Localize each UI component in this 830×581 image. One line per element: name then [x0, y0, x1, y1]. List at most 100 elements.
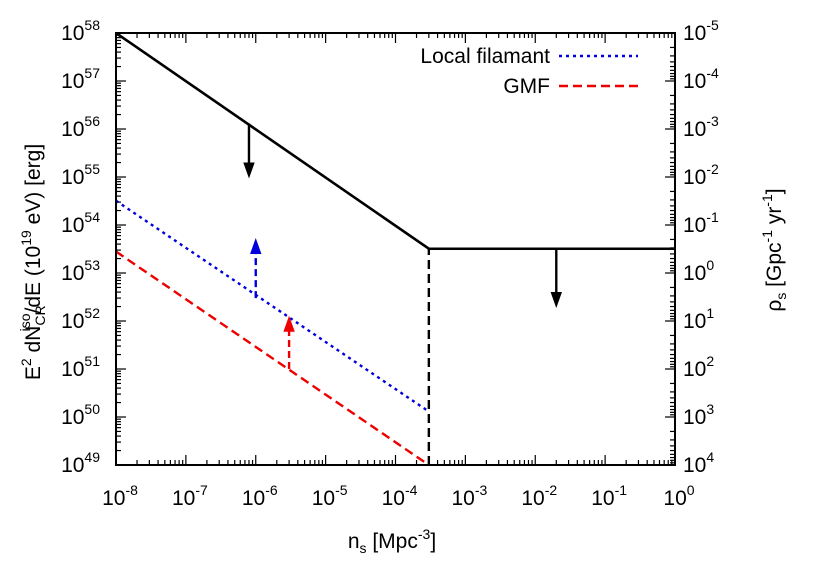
y2-axis-title: ρs [Gpc-1 yr-1]: [759, 188, 789, 311]
x-tick-label-base: 10: [102, 487, 125, 510]
y2-title-part: ρ: [763, 300, 786, 312]
y2-tick-label-exp: -3: [706, 113, 719, 129]
plot-frame: [115, 32, 676, 466]
x-tick-label: 10-5: [312, 482, 348, 510]
y2-title-part: ]: [763, 188, 786, 194]
x-tick-label-exp: -8: [125, 482, 138, 498]
y-tick-label: 1051: [61, 353, 100, 381]
y-tick-label: 1055: [61, 161, 100, 189]
x-tick-label: 10-4: [382, 482, 418, 510]
y-tick-label-base: 10: [61, 214, 84, 237]
x-tick-label-base: 10: [591, 487, 614, 510]
y-tick-label-base: 10: [61, 454, 84, 477]
y-tick-label-base: 10: [61, 22, 84, 45]
y2-tick-label-base: 10: [683, 22, 706, 45]
y-tick-label-base: 10: [61, 358, 84, 381]
series-local-filament: [115, 199, 430, 413]
y2-tick-label: 10-3: [683, 113, 719, 141]
y2-tick-label-base: 10: [683, 166, 706, 189]
y2-tick-label: 102: [683, 353, 714, 381]
y-tick-label: 1052: [61, 305, 100, 333]
x-tick-label: 10-3: [451, 482, 487, 510]
y-tick-label-exp: 50: [84, 401, 100, 417]
x-tick-label: 10-6: [242, 482, 278, 510]
y-tick-label-base: 10: [61, 406, 84, 429]
x-title-sup: -3: [418, 526, 431, 542]
x-tick-label-base: 10: [382, 487, 405, 510]
x-tick-label-exp: -7: [195, 482, 208, 498]
x-tick-label-exp: -3: [475, 482, 488, 498]
down-arrow-left-head: [243, 162, 255, 179]
y2-tick-label-base: 10: [683, 262, 706, 285]
y-title-part: E: [22, 366, 45, 380]
red-up-arrow-head: [283, 315, 295, 332]
y-title-part: eV) [erg]: [22, 144, 45, 230]
y2-tick-label-exp: 2: [706, 353, 714, 369]
y-title-sup: 2: [18, 358, 34, 366]
y2-tick-label-base: 10: [683, 454, 706, 477]
y2-tick-label-base: 10: [683, 70, 706, 93]
y-tick-label-exp: 56: [84, 113, 100, 129]
y2-tick-label-exp: -5: [706, 17, 719, 33]
y-tick-label-base: 10: [61, 310, 84, 333]
y-tick-label: 1053: [61, 257, 100, 285]
x-tick-label-base: 10: [242, 487, 265, 510]
x-title-part: [Mpc: [367, 530, 418, 553]
y2-tick-label: 10-2: [683, 161, 719, 189]
legend: Local filamant GMF: [420, 45, 638, 98]
y2-title-sub: s: [773, 293, 789, 300]
x-tick-label-base: 10: [451, 487, 474, 510]
y-tick-label-exp: 58: [84, 17, 100, 33]
y-tick-label-base: 10: [61, 166, 84, 189]
y2-tick-label: 10-5: [683, 17, 719, 45]
y2-tick-label-base: 10: [683, 214, 706, 237]
y-tick-label-exp: 54: [84, 209, 100, 225]
y2-tick-label-exp: -1: [706, 209, 719, 225]
x-title-sub: s: [360, 540, 367, 556]
y-tick-label-exp: 52: [84, 305, 100, 321]
x-tick-label: 10-2: [521, 482, 557, 510]
y2-title-sup: -1: [759, 194, 775, 207]
legend-label-local-filament: Local filamant: [420, 45, 550, 68]
y-title-sub: CR: [32, 305, 48, 325]
y-tick-label: 1058: [61, 17, 100, 45]
y-title-sup: iso: [17, 313, 33, 331]
x-tick-labels: 10-8 10-7 10-6 10-5 10-4 10-3 10-2 10-1 100: [102, 482, 695, 510]
y-tick-label-base: 10: [61, 262, 84, 285]
x-tick-label: 10-7: [172, 482, 208, 510]
x-tick-label-exp: -6: [265, 482, 278, 498]
y2-tick-label-exp: -2: [706, 161, 719, 177]
y2-tick-label: 10-1: [683, 209, 719, 237]
y2-tick-label-exp: -4: [706, 65, 719, 81]
y2-tick-label: 10-4: [683, 65, 719, 93]
y2-tick-label-exp: 3: [706, 401, 714, 417]
x-tick-label-exp: -2: [545, 482, 558, 498]
y-tick-label: 1056: [61, 113, 100, 141]
x-tick-label-base: 10: [521, 487, 544, 510]
x-axis-title: ns [Mpc-3]: [348, 526, 436, 556]
y2-tick-label-exp: 0: [706, 257, 714, 273]
y-tick-label-exp: 51: [84, 353, 100, 369]
y2-tick-label-base: 10: [683, 358, 706, 381]
y2-tick-label: 100: [683, 257, 714, 285]
x-title-part: ]: [430, 530, 436, 553]
y-tick-label-exp: 53: [84, 257, 100, 273]
y-tick-label-base: 10: [61, 118, 84, 141]
y2-tick-label-exp: 1: [706, 305, 714, 321]
y2-tick-label-exp: 4: [706, 449, 714, 465]
y-tick-label-exp: 55: [84, 161, 100, 177]
y2-tick-label: 103: [683, 401, 714, 429]
y-tick-label: 1050: [61, 401, 100, 429]
y-title-part: /dE (10: [22, 246, 45, 314]
y-tick-label: 1054: [61, 209, 100, 237]
x-title-part: n: [348, 530, 360, 553]
series-gmf: [115, 250, 430, 466]
y2-tick-label-base: 10: [683, 118, 706, 141]
x-tick-label-exp: 0: [687, 482, 695, 498]
x-tick-label-exp: -5: [335, 482, 348, 498]
x-tick-label-exp: -4: [405, 482, 418, 498]
y-tick-label: 1057: [61, 65, 100, 93]
x-tick-label: 100: [663, 482, 694, 510]
